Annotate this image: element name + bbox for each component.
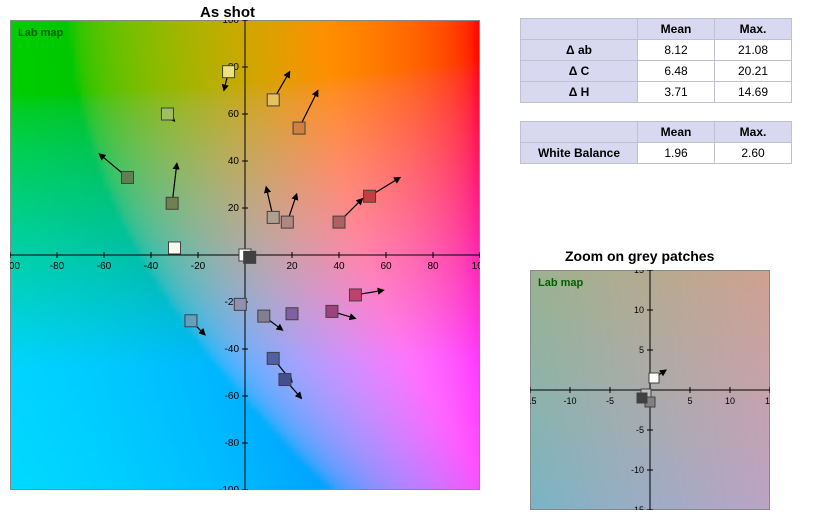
table-header: Mean bbox=[638, 122, 715, 143]
main-chart-title: As shot bbox=[200, 4, 255, 21]
color-patch bbox=[286, 308, 298, 320]
row-label: Δ C bbox=[521, 61, 638, 82]
y-tick-label: -10 bbox=[631, 465, 644, 475]
lab-map-label: Lab map bbox=[538, 277, 584, 289]
color-patch bbox=[169, 242, 181, 254]
zoom-chart-title: Zoom on grey patches bbox=[565, 248, 714, 264]
lab-map-label: Lab map bbox=[18, 27, 64, 39]
y-tick-label: -5 bbox=[636, 425, 644, 435]
stats-tables: MeanMax.Δ ab8.1221.08Δ C6.4820.21Δ H3.71… bbox=[520, 18, 792, 182]
color-patch bbox=[185, 315, 197, 327]
color-patch bbox=[326, 305, 338, 317]
x-tick-label: 20 bbox=[286, 261, 298, 272]
table-row: Δ ab8.1221.08 bbox=[521, 40, 792, 61]
y-tick-label: -80 bbox=[225, 438, 240, 449]
y-tick-label: 15 bbox=[634, 270, 644, 275]
row-label: Δ H bbox=[521, 82, 638, 103]
y-tick-label: 60 bbox=[228, 109, 240, 120]
y-tick-label: 10 bbox=[634, 305, 644, 315]
color-patch bbox=[649, 373, 659, 383]
color-patch bbox=[364, 190, 376, 202]
x-tick-label: -20 bbox=[191, 261, 206, 272]
y-tick-label: -40 bbox=[225, 344, 240, 355]
x-tick-label: -100 bbox=[10, 261, 20, 272]
table-header: Mean bbox=[638, 19, 715, 40]
mean-cell: 1.96 bbox=[638, 143, 715, 164]
color-patch bbox=[234, 298, 246, 310]
color-patch bbox=[223, 66, 235, 78]
color-patch bbox=[258, 310, 270, 322]
color-patch bbox=[166, 197, 178, 209]
max-cell: 2.60 bbox=[715, 143, 792, 164]
color-patch bbox=[267, 211, 279, 223]
row-label: White Balance bbox=[521, 143, 638, 164]
x-tick-label: -80 bbox=[50, 261, 65, 272]
table-header bbox=[521, 19, 638, 40]
color-patch bbox=[349, 289, 361, 301]
table-row: Δ H3.7114.69 bbox=[521, 82, 792, 103]
color-patch bbox=[279, 374, 291, 386]
x-tick-label: 80 bbox=[427, 261, 439, 272]
color-patch bbox=[122, 171, 134, 183]
y-tick-label: 40 bbox=[228, 156, 240, 167]
x-tick-label: 15 bbox=[765, 396, 770, 406]
y-tick-label: -100 bbox=[219, 485, 239, 490]
mean-cell: 3.71 bbox=[638, 82, 715, 103]
zoom-lab-chart: -15 -15 -10 -10 -5 -5 5 5 10 10 15 15 Lab map bbox=[530, 270, 770, 510]
x-tick-label: 60 bbox=[380, 261, 392, 272]
x-tick-label: 100 bbox=[472, 261, 480, 272]
y-tick-label: 5 bbox=[639, 345, 644, 355]
x-tick-label: -10 bbox=[563, 396, 576, 406]
table-row: White Balance1.962.60 bbox=[521, 143, 792, 164]
color-patch bbox=[267, 352, 279, 364]
x-tick-label: 5 bbox=[687, 396, 692, 406]
x-tick-label: -15 bbox=[530, 396, 537, 406]
color-patch bbox=[333, 216, 345, 228]
mean-cell: 8.12 bbox=[638, 40, 715, 61]
white-balance-table: MeanMax.White Balance1.962.60 bbox=[520, 121, 792, 164]
table-row: Δ C6.4820.21 bbox=[521, 61, 792, 82]
color-patch bbox=[637, 393, 647, 403]
y-tick-label: 20 bbox=[228, 203, 240, 214]
y-tick-label: 100 bbox=[222, 20, 239, 26]
table-header bbox=[521, 122, 638, 143]
delta-table: MeanMax.Δ ab8.1221.08Δ C6.4820.21Δ H3.71… bbox=[520, 18, 792, 103]
color-patch bbox=[281, 216, 293, 228]
x-tick-label: -40 bbox=[144, 261, 159, 272]
table-header: Max. bbox=[715, 19, 792, 40]
main-lab-chart: -100-100-80-80-60-60-40-40-20-2020204040… bbox=[10, 20, 480, 490]
color-patch bbox=[267, 94, 279, 106]
color-patch bbox=[161, 108, 173, 120]
y-tick-label: -15 bbox=[631, 505, 644, 510]
x-tick-label: -60 bbox=[97, 261, 112, 272]
mean-cell: 6.48 bbox=[638, 61, 715, 82]
x-tick-label: -5 bbox=[606, 396, 614, 406]
x-tick-label: 10 bbox=[725, 396, 735, 406]
table-header: Max. bbox=[715, 122, 792, 143]
max-cell: 14.69 bbox=[715, 82, 792, 103]
max-cell: 21.08 bbox=[715, 40, 792, 61]
x-tick-label: 40 bbox=[333, 261, 345, 272]
max-cell: 20.21 bbox=[715, 61, 792, 82]
color-patch bbox=[293, 122, 305, 134]
color-patch bbox=[244, 251, 256, 263]
row-label: Δ ab bbox=[521, 40, 638, 61]
y-tick-label: -60 bbox=[225, 391, 240, 402]
